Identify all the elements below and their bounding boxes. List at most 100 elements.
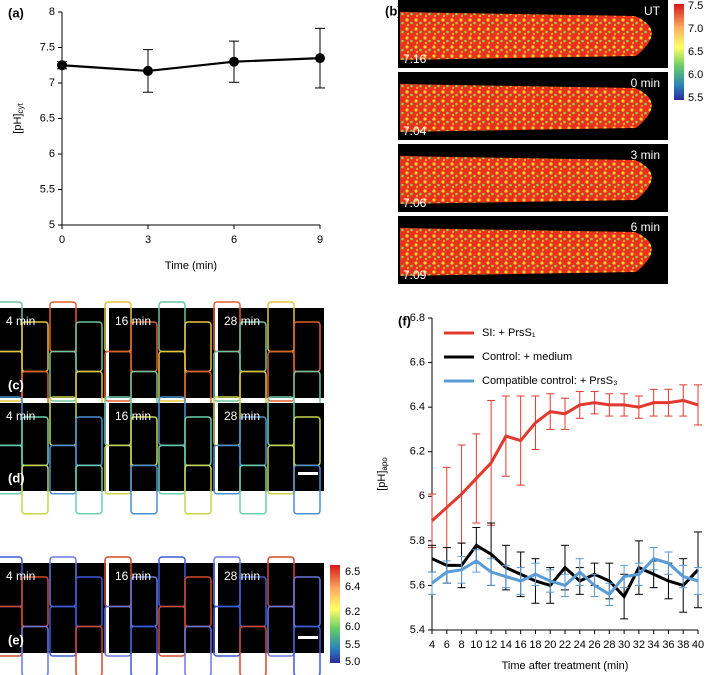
cell-wall [239, 464, 267, 515]
series-line [61, 57, 321, 73]
y-axis-label-sub: apo [380, 457, 389, 471]
x-axis-label: Time after treatment (min) [502, 660, 629, 672]
y-tick-label: 5.4 [410, 624, 425, 636]
colorbar-label: 5.0 [345, 656, 360, 668]
colorbar-label: 5.5 [688, 92, 703, 104]
micrograph [0, 563, 106, 653]
micrograph [218, 308, 324, 398]
y-tick-label: 6 [419, 490, 425, 502]
pollen-tube [400, 228, 652, 276]
colorbar [674, 4, 684, 100]
colorbar-label: 6.5 [688, 46, 703, 58]
frame-time: 4 min [6, 569, 35, 583]
x-tick-label: 16 [515, 639, 527, 651]
colorbar-label: 6.5 [345, 566, 360, 578]
colorbar-label: 6.2 [345, 606, 360, 618]
y-tick-label: 6 [49, 148, 55, 160]
frame-time: 28 min [224, 569, 260, 583]
cell-wall [293, 625, 321, 675]
colorbar [330, 565, 340, 663]
y-tick-label: 6.6 [410, 356, 425, 368]
marker [315, 53, 325, 64]
colorbar-label: 7.0 [688, 23, 703, 35]
y-axis-label-sub: cyt [16, 103, 25, 114]
x-tick-label: 36 [662, 639, 674, 651]
colorbar-label: 7.5 [688, 0, 703, 12]
y-tick-label: 6.4 [410, 401, 425, 413]
marker [229, 56, 239, 67]
cell-wall [293, 464, 321, 515]
x-tick-label: 30 [618, 639, 630, 651]
frame-time: 4 min [6, 409, 35, 423]
pollen-tube [400, 156, 652, 204]
colorbar-label: 6.0 [345, 621, 360, 633]
frame-time: 16 min [115, 314, 151, 328]
x-tick-label: 18 [529, 639, 541, 651]
frame-value: 7.16 [403, 52, 427, 66]
marker [57, 60, 67, 71]
x-tick-label: 32 [633, 639, 645, 651]
y-tick-label: 6.5 [40, 112, 55, 124]
cell-wall [184, 464, 212, 515]
scale-bar [298, 472, 318, 475]
y-axis-label-main: [pH] [376, 471, 388, 491]
pollen-tube [400, 12, 652, 60]
cell-wall [75, 464, 103, 515]
x-tick-label: 6 [444, 639, 450, 651]
frame-time: 4 min [6, 314, 35, 328]
legend-label: Compatible control: + PrsS₃ [482, 375, 618, 387]
y-tick-label: 5.5 [40, 183, 55, 195]
x-tick-label: 6 [231, 234, 237, 246]
panel-label: (f) [398, 313, 411, 328]
frame-time: 6 min [631, 220, 660, 234]
marker [143, 65, 153, 76]
x-tick-label: 0 [59, 234, 65, 246]
micrograph [109, 308, 215, 398]
frame-time: 0 min [631, 76, 660, 90]
micrograph [0, 308, 106, 398]
y-axis-label: [pH]apo [376, 457, 389, 491]
x-tick-label: 28 [603, 639, 615, 651]
legend-label: SI: + PrsS₁ [482, 327, 536, 339]
panel-label: (e) [8, 632, 24, 647]
x-tick-label: 24 [574, 639, 586, 651]
panel-label: (a) [8, 5, 24, 20]
x-tick-label: 9 [317, 234, 323, 246]
y-axis-label: [pH]cyt [12, 103, 25, 134]
frame-time: 3 min [631, 148, 660, 162]
x-tick-label: 40 [692, 639, 704, 651]
colorbar-label: 6.4 [345, 581, 360, 593]
series-line [431, 543, 700, 600]
y-tick-label: 8 [49, 6, 55, 18]
frame-value: 7.04 [403, 124, 427, 138]
x-tick-label: 12 [485, 639, 497, 651]
y-tick-label: 5.6 [410, 579, 425, 591]
x-tick-label: 8 [458, 639, 464, 651]
legend-label: Control: + medium [482, 351, 572, 363]
frame-time: 16 min [115, 409, 151, 423]
frame-time: UT [644, 4, 661, 18]
series-line [431, 556, 699, 597]
series-line [430, 398, 699, 522]
y-tick-label: 5 [49, 219, 55, 231]
frame-value: 7.06 [403, 196, 427, 210]
x-tick-label: 34 [648, 639, 660, 651]
x-tick-label: 14 [500, 639, 512, 651]
frame-time: 28 min [224, 314, 260, 328]
panel-label: (c) [8, 377, 24, 392]
y-tick-label: 6.8 [410, 312, 425, 324]
cell-wall [130, 464, 158, 515]
x-tick-label: 20 [544, 639, 556, 651]
panel-label: (d) [8, 470, 25, 485]
x-tick-label: 4 [429, 639, 435, 651]
y-tick-label: 5.8 [410, 535, 425, 547]
y-axis-label-main: [pH] [12, 114, 24, 134]
frame-time: 28 min [224, 409, 260, 423]
cell-wall [184, 625, 212, 675]
frame-time: 16 min [115, 569, 151, 583]
cell-wall [21, 464, 49, 515]
cell-wall [21, 625, 49, 675]
y-tick-label: 7.5 [40, 41, 55, 53]
colorbar-label: 6.0 [688, 69, 703, 81]
